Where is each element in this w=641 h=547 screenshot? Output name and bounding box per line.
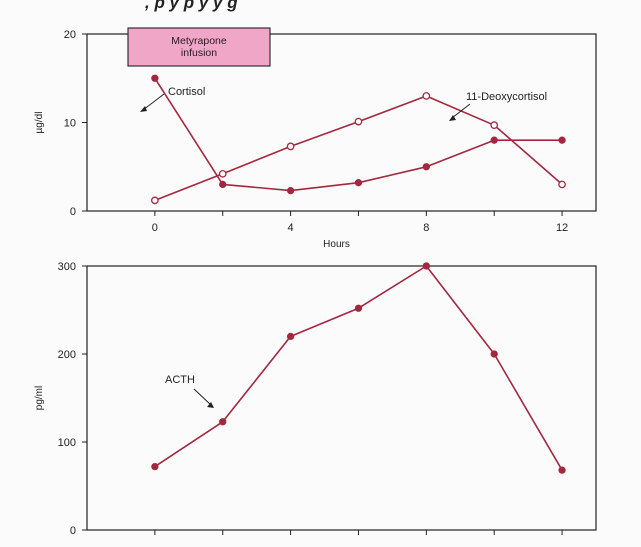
cortisol-arrowhead xyxy=(140,106,147,112)
cortisol-annotation: Cortisol xyxy=(168,86,205,98)
deoxycortisol-annotation: 11-Deoxycortisol xyxy=(466,91,547,103)
acth-pointer-line xyxy=(193,388,212,406)
11-deoxycortisol-point xyxy=(422,92,431,100)
11-deoxycortisol-point xyxy=(286,142,295,151)
chart1-x-tick-label: 4 xyxy=(288,222,294,234)
chart2-y-tick-label: 100 xyxy=(58,437,76,449)
banner-line1: Metyrapone xyxy=(171,35,227,47)
chart2-plot-frame xyxy=(86,265,597,531)
cortisol-point xyxy=(286,186,295,195)
acth-point xyxy=(354,304,363,312)
chart1-y-tick-label: 0 xyxy=(70,206,76,218)
deoxycortisol-arrowhead xyxy=(449,115,456,121)
chart2-y-tick-label: 0 xyxy=(70,525,76,537)
chart1-x-tick-label: 12 xyxy=(556,222,568,234)
chart2-y-tick-label: 300 xyxy=(58,261,76,273)
chart1-x-tick-label: 8 xyxy=(423,222,429,234)
cortisol-point xyxy=(422,163,430,171)
acth-point xyxy=(151,462,159,471)
chart1-x-tick-label: 0 xyxy=(152,222,158,234)
deoxycortisol-pointer-line xyxy=(451,103,471,119)
chart-acth: 0 100 200 300 pg/ml ACTH xyxy=(34,261,597,537)
chart1-x-axis-title: Hours xyxy=(323,239,350,250)
11-deoxycortisol-point xyxy=(151,196,159,205)
11-deoxycortisol-point xyxy=(218,169,227,178)
banner-line2: infusion xyxy=(181,47,217,59)
cortisol-point xyxy=(490,136,498,144)
acth-point xyxy=(558,466,566,474)
cropped-header-text: , p y p y y g xyxy=(144,0,238,12)
11-deoxycortisol-point xyxy=(354,117,363,126)
acth-point xyxy=(219,418,227,426)
acth-point xyxy=(422,262,430,270)
cortisol-point xyxy=(219,180,227,189)
chart2-y-axis-title: pg/ml xyxy=(34,386,45,410)
acth-point xyxy=(490,350,498,358)
11-deoxycortisol-point xyxy=(490,121,499,130)
chart2-y-tick-label: 200 xyxy=(58,349,76,361)
11-deoxycortisol-point xyxy=(558,180,566,189)
cortisol-point xyxy=(151,74,159,82)
metyrapone-infusion-banner xyxy=(127,27,271,67)
chart1-y-axis-title: µg/dl xyxy=(34,112,45,134)
acth-annotation: ACTH xyxy=(165,374,195,386)
acth-arrowhead xyxy=(207,402,214,408)
cortisol-point xyxy=(558,136,566,144)
cortisol-pointer-line xyxy=(142,93,165,111)
acth-point xyxy=(286,332,295,341)
chart1-y-tick-label: 10 xyxy=(64,118,76,130)
acth-line xyxy=(154,265,563,471)
chart1-y-tick-label: 20 xyxy=(64,29,76,41)
cortisol-point xyxy=(354,179,363,187)
